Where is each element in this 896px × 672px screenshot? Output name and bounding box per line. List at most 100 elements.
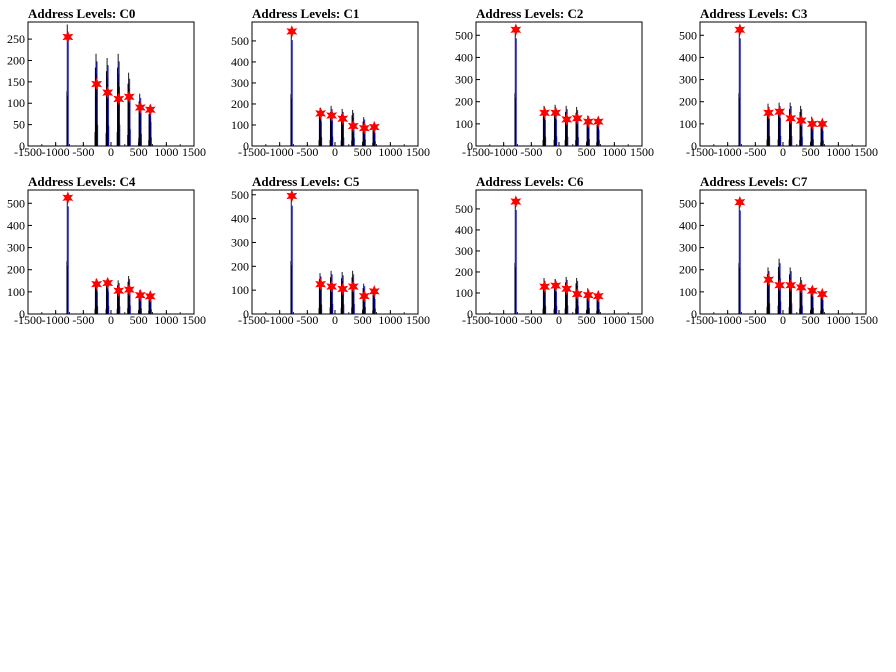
x-tick-label: 500 (354, 313, 372, 327)
chart-svg: -1500 -1000 -500 0 500 1000 1500 0 100 200 300 400 5… (679, 21, 878, 159)
x-tick-label: -1500 (462, 313, 490, 327)
plot-frame (699, 21, 867, 147)
chart-svg: -1500 -1000 -500 0 500 1000 1500 0 100 200 300 400 5… (455, 189, 654, 327)
peak-marker (795, 281, 807, 294)
peak-marker (592, 289, 604, 303)
peak-marker (785, 278, 797, 292)
chart-title: Address Levels: C0 (28, 6, 136, 21)
y-tick-label: 400 (455, 223, 473, 237)
peak-marker (561, 113, 573, 126)
plot-frame (251, 189, 419, 315)
y-tick-label: 300 (7, 241, 25, 255)
y-tick-label: 100 (455, 117, 473, 131)
chart-title: Address Levels: C4 (28, 174, 136, 189)
y-tick-label: 300 (455, 73, 473, 87)
x-tick-label: 1500 (182, 313, 206, 327)
y-tick-label: 0 (467, 307, 473, 321)
y-tick-label: 0 (691, 307, 697, 321)
chart-title: Address Levels: C3 (700, 6, 808, 21)
peak-marker (774, 105, 786, 118)
x-tick-label: -500 (296, 145, 318, 159)
y-tick-label: 100 (679, 117, 697, 131)
peak-marker (144, 289, 156, 303)
peak-marker (91, 277, 103, 291)
x-tick-label: 1000 (826, 145, 850, 159)
chart-title: Address Levels: C7 (700, 174, 808, 189)
y-tick-label: 500 (7, 196, 25, 210)
y-tick-label: 300 (231, 235, 249, 249)
x-tick-label: -1000 (490, 145, 518, 159)
peak-marker (326, 280, 338, 293)
y-tick-label: 250 (7, 32, 25, 46)
y-tick-label: 200 (455, 265, 473, 279)
peak-marker (592, 115, 604, 128)
chart-panel-4: Address Levels: C4 -1500 -1000 -500 0 500 1000… (0, 168, 224, 336)
x-tick-label: 500 (354, 145, 372, 159)
x-tick-label: -500 (520, 145, 542, 159)
peak-marker (123, 283, 135, 296)
x-tick-label: 1000 (378, 313, 402, 327)
peak-marker (358, 121, 370, 135)
peak-marker (113, 284, 125, 298)
y-tick-label: 300 (231, 76, 249, 90)
peak-marker (550, 106, 562, 120)
chart-panel-3: Address Levels: C3 -1500 -1000 -500 0 500 1000… (672, 0, 896, 168)
x-tick-label: -500 (520, 313, 542, 327)
x-tick-label: 1500 (630, 313, 654, 327)
peak-marker (315, 277, 327, 291)
peak-marker (315, 107, 327, 120)
chart-panel-6: Address Levels: C6 -1500 -1000 -500 0 500 1000… (448, 168, 672, 336)
peak-marker (734, 195, 746, 209)
x-tick-label: 1000 (154, 313, 178, 327)
chart-panel-1: Address Levels: C1 -1500 -1000 -500 0 500 1000… (224, 0, 448, 168)
x-tick-label: -500 (72, 145, 94, 159)
plot-frame (27, 189, 195, 315)
y-tick-label: 100 (7, 96, 25, 110)
x-tick-label: 0 (780, 313, 786, 327)
x-tick-label: 500 (578, 145, 596, 159)
peak-marker (113, 92, 125, 106)
y-tick-label: 200 (231, 97, 249, 111)
chart-title: Address Levels: C6 (476, 174, 584, 189)
x-tick-label: -1500 (686, 145, 714, 159)
y-tick-label: 400 (455, 50, 473, 64)
peak-marker (816, 117, 828, 131)
peak-marker (763, 273, 775, 286)
x-tick-label: -1500 (14, 145, 42, 159)
peak-marker (571, 287, 583, 301)
peak-marker (368, 285, 380, 298)
x-tick-label: 1000 (154, 145, 178, 159)
y-tick-label: 200 (231, 259, 249, 273)
chart-panel-5: Address Levels: C5 -1500 -1000 -500 0 500 1000… (224, 168, 448, 336)
y-tick-label: 100 (455, 286, 473, 300)
peak-marker (102, 86, 114, 99)
x-tick-label: 500 (130, 145, 148, 159)
x-tick-label: 0 (332, 313, 338, 327)
y-tick-label: 0 (467, 139, 473, 153)
x-tick-label: 1000 (602, 145, 626, 159)
y-tick-label: 200 (679, 263, 697, 277)
y-tick-label: 100 (231, 283, 249, 297)
y-tick-label: 500 (679, 28, 697, 42)
chart-title: Address Levels: C1 (252, 6, 360, 21)
peak-marker (337, 282, 349, 296)
x-tick-label: 500 (802, 313, 820, 327)
y-tick-label: 200 (455, 95, 473, 109)
x-tick-label: -1000 (42, 145, 70, 159)
y-tick-label: 500 (679, 196, 697, 210)
y-tick-label: 0 (243, 139, 249, 153)
y-tick-label: 400 (231, 212, 249, 226)
y-tick-label: 500 (231, 188, 249, 202)
x-tick-label: -1500 (462, 145, 490, 159)
y-tick-label: 400 (7, 218, 25, 232)
x-tick-label: -1000 (714, 313, 742, 327)
chart-title: Address Levels: C5 (252, 174, 360, 189)
chart-title: Address Levels: C2 (476, 6, 584, 21)
peak-marker (286, 189, 298, 203)
chart-svg: -1500 -1000 -500 0 500 1000 1500 0 50 100 150 200 25… (7, 21, 206, 159)
peak-marker (337, 112, 349, 125)
peak-marker (550, 279, 562, 292)
x-tick-label: -1500 (238, 313, 266, 327)
peak-marker (62, 191, 74, 205)
